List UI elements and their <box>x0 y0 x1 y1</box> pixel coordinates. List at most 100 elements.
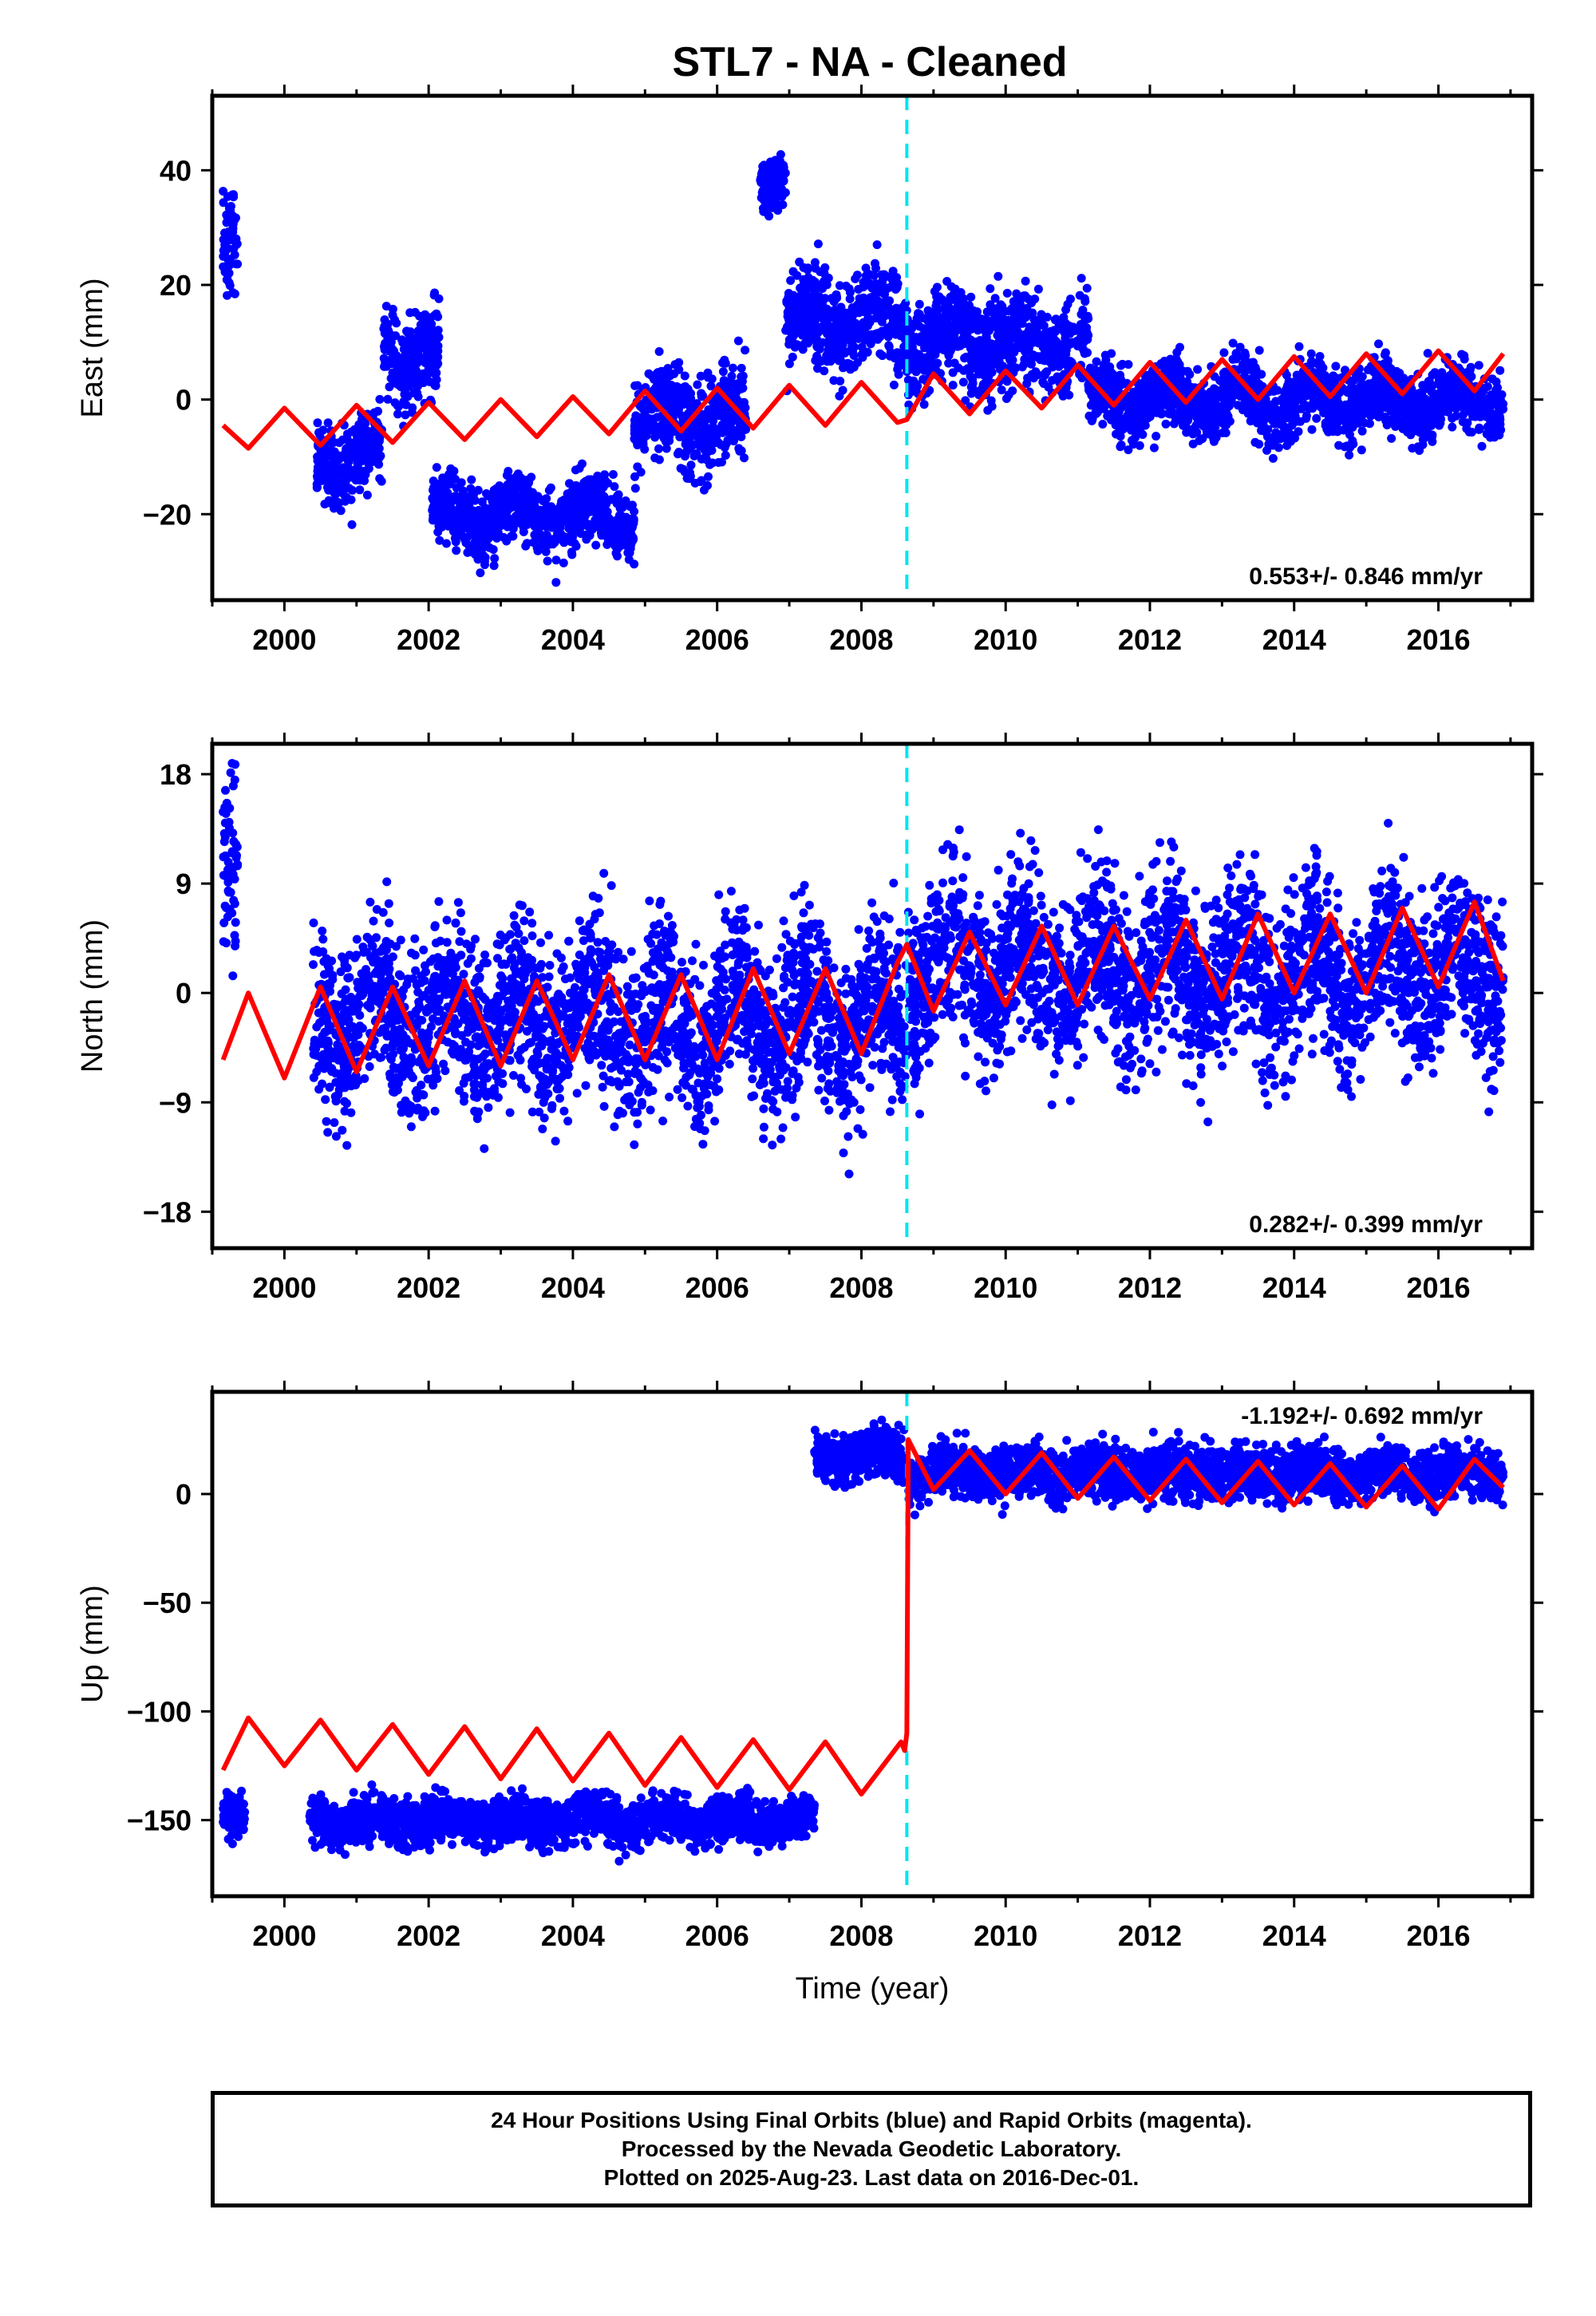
data-point <box>734 425 744 434</box>
data-point <box>328 459 338 468</box>
data-point <box>709 423 719 433</box>
data-point <box>917 332 926 341</box>
data-point <box>1483 404 1493 413</box>
data-point <box>990 294 1000 303</box>
data-point <box>503 512 512 522</box>
data-point <box>826 357 836 366</box>
data-point <box>424 313 433 322</box>
data-point <box>463 547 472 557</box>
data-point <box>706 381 716 391</box>
data-point <box>1116 401 1126 411</box>
data-point <box>801 288 810 298</box>
data-point <box>865 318 875 327</box>
data-point <box>1432 405 1441 415</box>
data-point <box>508 490 518 500</box>
data-point <box>1324 427 1333 437</box>
data-point <box>1497 399 1507 409</box>
data-point <box>334 451 343 460</box>
data-point <box>529 538 539 547</box>
data-point <box>1184 385 1193 395</box>
data-point <box>1241 366 1250 375</box>
data-point <box>665 432 674 441</box>
data-point <box>986 284 995 294</box>
data-point <box>834 332 843 342</box>
data-point <box>1183 366 1192 376</box>
data-point <box>464 500 474 510</box>
data-point <box>384 333 393 342</box>
data-point <box>561 504 571 513</box>
data-point <box>955 306 965 315</box>
data-point <box>437 512 447 521</box>
data-point <box>1428 381 1437 390</box>
data-point <box>393 409 402 419</box>
data-point <box>518 500 527 510</box>
data-point <box>1257 370 1266 379</box>
data-point <box>383 394 393 404</box>
data-point <box>527 496 537 505</box>
model-line <box>221 348 1506 451</box>
data-point <box>1036 335 1045 345</box>
data-point <box>1009 364 1018 373</box>
data-point <box>819 295 828 305</box>
data-point <box>914 350 923 360</box>
data-point <box>977 355 986 365</box>
data-point <box>948 381 958 390</box>
data-point <box>718 367 728 377</box>
data-point <box>996 300 1005 310</box>
data-point <box>824 273 833 283</box>
data-point <box>1266 400 1275 409</box>
data-point <box>788 352 797 362</box>
data-point <box>578 500 587 510</box>
data-point <box>476 568 485 578</box>
data-point <box>1106 372 1116 381</box>
data-point <box>832 342 842 352</box>
data-point <box>1112 429 1120 439</box>
data-point <box>640 397 650 407</box>
data-point <box>543 556 552 566</box>
data-point <box>932 336 942 346</box>
data-point <box>1381 414 1390 424</box>
data-point <box>955 292 965 302</box>
data-point <box>831 320 840 330</box>
data-point <box>388 304 397 314</box>
data-point <box>1083 348 1092 358</box>
data-point <box>1400 411 1410 421</box>
data-point <box>709 400 718 409</box>
data-point <box>471 550 480 559</box>
data-point <box>1132 389 1141 398</box>
data-point <box>568 501 578 510</box>
data-point <box>361 419 370 429</box>
data-point <box>1487 390 1496 400</box>
data-point <box>674 405 683 414</box>
data-point <box>897 361 907 370</box>
data-point <box>875 349 885 358</box>
data-point <box>1161 419 1171 429</box>
data-point <box>454 516 463 525</box>
data-point <box>1061 346 1071 355</box>
data-point <box>429 485 437 495</box>
data-point <box>1348 436 1357 445</box>
panel-1: 2000 2002 2004 2006 2008 2010 2012 2014 2016−200… <box>76 85 1543 656</box>
data-point <box>362 490 372 500</box>
data-point <box>836 356 846 366</box>
data-point <box>1396 379 1405 389</box>
data-point <box>496 521 505 531</box>
data-point <box>1263 432 1273 441</box>
data-point <box>220 267 230 277</box>
data-point <box>1248 358 1258 367</box>
data-point <box>734 416 744 425</box>
data-point <box>1423 349 1432 358</box>
data-point <box>646 403 656 413</box>
data-point <box>323 483 332 492</box>
data-point <box>219 187 228 196</box>
data-point <box>918 374 928 384</box>
data-point <box>704 472 713 481</box>
data-point <box>633 441 642 450</box>
data-point <box>625 502 634 512</box>
data-point <box>546 483 555 492</box>
data-point <box>845 294 855 303</box>
data-point <box>1445 390 1455 400</box>
data-point <box>410 337 420 346</box>
data-point <box>889 380 899 389</box>
chart-title: STL7 - NA - Cleaned <box>672 39 1067 85</box>
